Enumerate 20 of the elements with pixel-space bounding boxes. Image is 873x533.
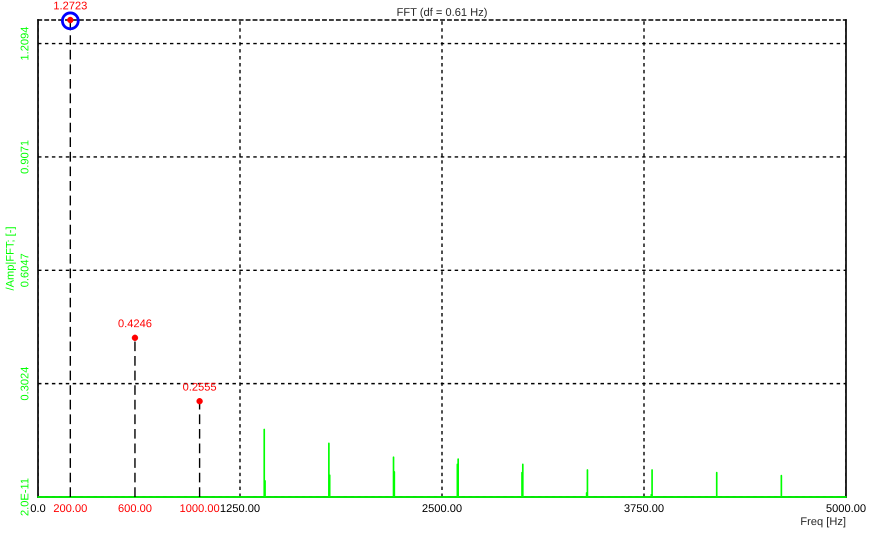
data-label: 1.2723 [54,2,87,10]
y-tick-label: 0.3024 [20,366,28,400]
point [61,12,80,30]
x-tick-label: 1000.00 [180,504,220,512]
x-tick-label: 0.0 [30,504,46,512]
chart-title: FFT (df = 0.61 Hz) [397,8,487,18]
y-tick-label: 1.2094 [20,26,28,60]
x-tick-label: 5000.00 [826,504,866,512]
x-axis-title: Freq [Hz] [801,517,846,528]
x-tick-label: 600.00 [118,504,152,512]
y-axis-title: /Amp|FFT; [-] [6,227,16,290]
y-tick-label: 0.6047 [20,254,28,287]
data-label: 0.4246 [118,319,152,328]
x-tick-label: 2500.00 [422,504,462,512]
y-tick-label: 2.0E-11 [20,478,28,516]
x-tick-label: 3750.00 [624,504,664,512]
x-tick-label: 1250.00 [220,504,260,512]
x-tick-label: 200.00 [54,504,87,512]
y-tick-label: 0.9071 [20,140,28,174]
data-label: 0.2555 [183,382,216,391]
